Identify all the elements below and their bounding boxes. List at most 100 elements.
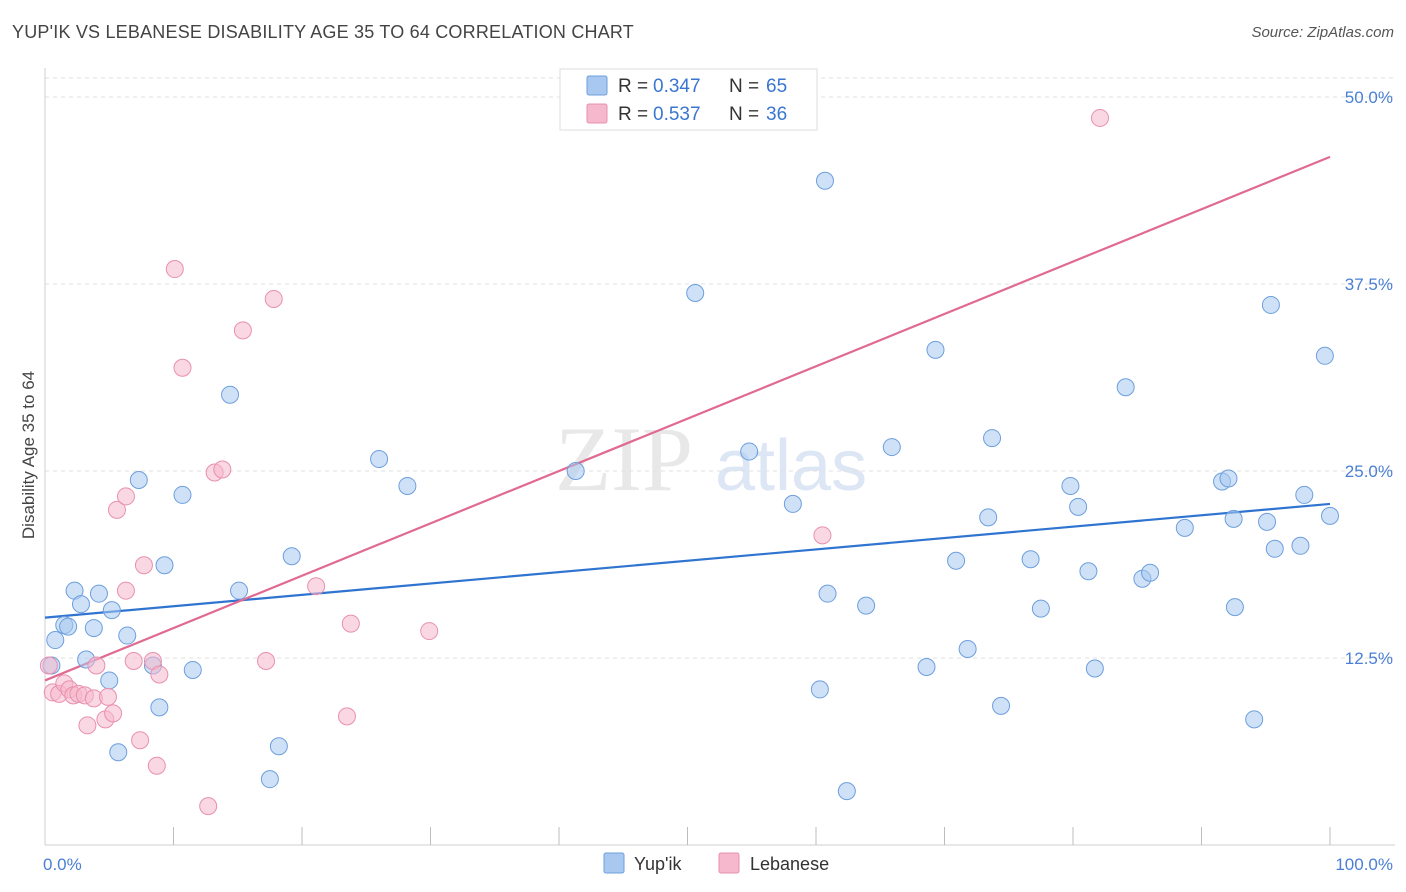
point-lebanese: [87, 656, 106, 675]
point-yupik: [810, 680, 829, 699]
point-lebanese: [147, 756, 166, 775]
legend-swatch-lebanese: [586, 103, 608, 124]
point-yupik: [857, 596, 876, 615]
point-yupik: [1265, 539, 1284, 558]
point-yupik: [1085, 659, 1104, 678]
point-yupik: [1069, 497, 1088, 516]
point-yupik: [59, 617, 78, 636]
point-yupik: [1031, 599, 1050, 618]
y-axis-label: Disability Age 35 to 64: [19, 371, 38, 539]
point-yupik: [89, 584, 108, 603]
watermark-zip: ZIP: [555, 408, 693, 510]
point-lebanese: [199, 797, 218, 816]
point-yupik: [837, 782, 856, 801]
legend-r-yupik: 0.347: [653, 76, 701, 97]
legend-n-lebanese: 36: [766, 104, 787, 125]
point-lebanese: [98, 687, 117, 706]
point-lebanese: [124, 651, 143, 670]
point-yupik: [1245, 710, 1264, 729]
point-yupik: [1291, 536, 1310, 555]
point-yupik: [1258, 512, 1277, 531]
bottom-legend-swatch-lebanese: [718, 852, 740, 874]
point-yupik: [1225, 598, 1244, 617]
trend-line-yupik: [44, 502, 1331, 619]
trend-line-lebanese: [44, 155, 1331, 682]
point-yupik: [282, 547, 301, 566]
point-yupik: [398, 476, 417, 495]
watermark-atlas: atlas: [715, 426, 867, 506]
chart-source: Source: ZipAtlas.com: [1251, 24, 1394, 41]
point-lebanese: [264, 289, 283, 308]
watermark: ZIP atlas: [555, 408, 867, 510]
point-yupik: [183, 660, 202, 679]
point-yupik: [1061, 476, 1080, 495]
legend-n-yupik: 65: [766, 76, 787, 97]
point-yupik: [1261, 295, 1280, 314]
point-yupik: [1295, 485, 1314, 504]
point-lebanese: [173, 358, 192, 377]
bottom-legend-swatch-yupik: [603, 852, 625, 874]
point-lebanese: [78, 716, 97, 735]
point-lebanese: [341, 614, 360, 633]
point-lebanese: [131, 731, 150, 750]
point-yupik: [71, 595, 90, 614]
point-yupik: [230, 581, 249, 600]
point-yupik: [221, 385, 240, 404]
point-yupik: [686, 283, 705, 302]
point-yupik: [1224, 509, 1243, 528]
point-yupik: [1175, 518, 1194, 537]
point-lebanese: [420, 622, 439, 641]
point-yupik: [1021, 550, 1040, 569]
point-yupik: [566, 462, 585, 480]
point-lebanese: [104, 704, 123, 723]
point-yupik: [260, 770, 279, 789]
point-lebanese: [813, 526, 832, 545]
point-yupik: [947, 551, 966, 570]
point-lebanese: [165, 260, 184, 279]
point-yupik: [815, 171, 834, 190]
point-yupik: [740, 442, 759, 461]
legend-r-label-yupik: R =: [618, 76, 648, 97]
bottom-legend: Yup'ik Lebanese: [603, 852, 829, 874]
point-yupik: [1321, 506, 1339, 525]
point-yupik: [102, 601, 121, 620]
point-lebanese: [116, 487, 135, 506]
trend-lines: [44, 155, 1331, 682]
legend-n-label-yupik: N =: [729, 76, 759, 97]
y-tick-label: 50.0%: [1345, 88, 1393, 107]
point-yupik: [1116, 378, 1135, 397]
point-yupik: [992, 696, 1011, 715]
bottom-legend-yupik: Yup'ik: [634, 854, 682, 874]
point-yupik: [983, 429, 1002, 448]
point-lebanese: [116, 581, 135, 600]
point-yupik: [370, 450, 389, 469]
gridlines: [45, 77, 1395, 659]
point-lebanese: [257, 651, 276, 670]
x-tick-label-max: 100.0%: [1335, 855, 1393, 874]
point-lebanese: [39, 656, 58, 675]
point-yupik: [1219, 469, 1238, 488]
point-lebanese: [337, 707, 356, 726]
legend-r-lebanese: 0.537: [653, 104, 701, 125]
x-tick-label-min: 0.0%: [43, 855, 82, 874]
y-tick-label: 37.5%: [1345, 275, 1393, 294]
point-lebanese: [134, 556, 153, 575]
point-yupik: [109, 743, 128, 762]
point-yupik: [783, 494, 802, 513]
point-yupik: [818, 584, 837, 603]
point-lebanese: [233, 321, 252, 340]
point-lebanese: [213, 460, 232, 479]
y-tick-label: 25.0%: [1345, 462, 1393, 481]
point-yupik: [1315, 346, 1334, 365]
point-lebanese: [107, 500, 126, 519]
legend-swatch-yupik: [586, 75, 608, 96]
chart-title: YUP'IK VS LEBANESE DISABILITY AGE 35 TO …: [12, 22, 634, 42]
point-yupik: [1141, 563, 1160, 582]
point-yupik: [173, 485, 192, 504]
axes: 12.5% 25.0% 37.5% 50.0% 0.0% 100.0%: [43, 68, 1395, 874]
point-yupik: [1079, 562, 1098, 581]
point-yupik: [100, 671, 119, 690]
point-yupik: [269, 737, 288, 756]
point-yupik: [84, 619, 103, 638]
